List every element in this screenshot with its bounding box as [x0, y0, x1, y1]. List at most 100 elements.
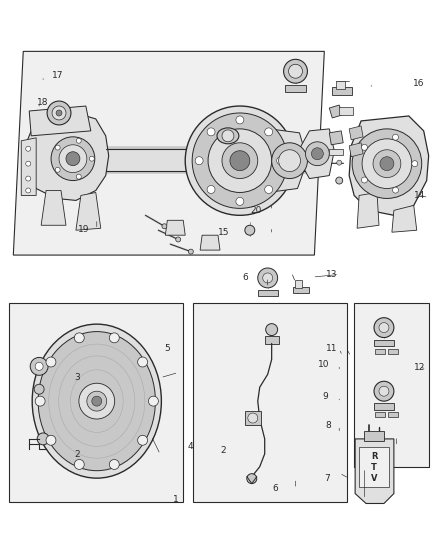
Polygon shape: [200, 235, 220, 250]
Polygon shape: [300, 129, 334, 179]
Circle shape: [46, 357, 56, 367]
Ellipse shape: [32, 324, 161, 478]
Text: 6: 6: [242, 272, 248, 281]
Bar: [374, 340, 394, 346]
Circle shape: [336, 177, 343, 184]
Circle shape: [277, 157, 285, 165]
Bar: [265, 336, 279, 343]
Circle shape: [74, 459, 84, 470]
Circle shape: [176, 237, 181, 242]
Circle shape: [110, 459, 119, 470]
Circle shape: [230, 151, 250, 171]
Circle shape: [265, 185, 272, 193]
Circle shape: [222, 130, 234, 142]
Polygon shape: [349, 126, 363, 140]
Circle shape: [26, 161, 31, 166]
Text: 16: 16: [413, 79, 425, 88]
Circle shape: [311, 148, 323, 160]
Bar: [9, 303, 183, 502]
Circle shape: [379, 322, 389, 333]
Circle shape: [87, 391, 107, 411]
Bar: [374, 403, 394, 410]
Text: 12: 12: [413, 362, 425, 372]
Circle shape: [236, 197, 244, 205]
Circle shape: [74, 333, 84, 343]
Circle shape: [352, 129, 422, 198]
Text: 17: 17: [52, 71, 64, 80]
Polygon shape: [29, 106, 91, 136]
Circle shape: [192, 113, 288, 208]
Polygon shape: [392, 205, 417, 232]
Polygon shape: [329, 131, 343, 145]
Polygon shape: [21, 138, 36, 196]
Bar: [375, 350, 385, 354]
Text: 4: 4: [188, 442, 194, 451]
Circle shape: [47, 101, 71, 125]
Circle shape: [258, 268, 278, 288]
Polygon shape: [41, 190, 66, 225]
Ellipse shape: [195, 124, 285, 198]
Text: T: T: [371, 463, 377, 472]
Text: 18: 18: [37, 98, 49, 107]
Text: 9: 9: [323, 392, 328, 401]
Bar: [364, 431, 384, 441]
Circle shape: [79, 383, 115, 419]
Bar: [258, 290, 278, 296]
Circle shape: [138, 435, 148, 445]
Text: V: V: [371, 474, 377, 483]
Circle shape: [76, 138, 81, 143]
Text: 10: 10: [318, 360, 329, 369]
Bar: [375, 412, 385, 417]
Polygon shape: [13, 51, 324, 255]
Text: 13: 13: [326, 270, 338, 279]
Circle shape: [337, 160, 342, 165]
Bar: [285, 85, 307, 92]
Circle shape: [55, 145, 60, 150]
Circle shape: [207, 128, 215, 136]
Text: 7: 7: [324, 474, 330, 483]
Circle shape: [279, 150, 300, 172]
Circle shape: [379, 386, 389, 396]
Circle shape: [55, 167, 60, 172]
Bar: [294, 280, 303, 288]
Text: 14: 14: [413, 190, 425, 199]
Circle shape: [283, 59, 307, 83]
Bar: [339, 107, 353, 115]
Circle shape: [272, 143, 307, 179]
Circle shape: [195, 157, 203, 165]
Circle shape: [266, 324, 278, 336]
Circle shape: [76, 174, 81, 179]
Circle shape: [361, 177, 367, 183]
Circle shape: [26, 176, 31, 181]
Circle shape: [34, 384, 44, 394]
Bar: [388, 412, 398, 417]
Circle shape: [380, 157, 394, 171]
Ellipse shape: [217, 128, 239, 144]
Circle shape: [392, 187, 399, 193]
Circle shape: [37, 433, 49, 445]
Circle shape: [35, 362, 43, 370]
Circle shape: [412, 160, 418, 167]
Text: 15: 15: [218, 228, 229, 237]
Polygon shape: [76, 192, 101, 230]
Circle shape: [52, 106, 66, 120]
Text: 5: 5: [164, 344, 170, 353]
Bar: [106, 150, 210, 171]
Circle shape: [236, 116, 244, 124]
Circle shape: [373, 150, 401, 177]
Bar: [193, 303, 347, 502]
Text: 6: 6: [273, 484, 279, 494]
Circle shape: [374, 318, 394, 337]
Ellipse shape: [38, 332, 155, 471]
Circle shape: [185, 106, 294, 215]
Circle shape: [245, 225, 255, 235]
Text: 3: 3: [74, 373, 81, 382]
Circle shape: [30, 358, 48, 375]
Circle shape: [110, 333, 119, 343]
Circle shape: [56, 110, 62, 116]
Circle shape: [51, 137, 95, 181]
Circle shape: [362, 139, 412, 189]
Circle shape: [59, 145, 87, 173]
Circle shape: [392, 134, 399, 140]
Text: 19: 19: [78, 225, 90, 234]
